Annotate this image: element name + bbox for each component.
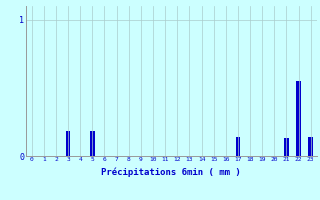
Bar	[284, 138, 289, 156]
Bar	[236, 137, 240, 156]
Bar	[90, 131, 95, 156]
Bar	[296, 81, 301, 156]
Bar	[66, 131, 70, 156]
X-axis label: Précipitations 6min ( mm ): Précipitations 6min ( mm )	[101, 168, 241, 177]
Bar	[308, 137, 313, 156]
